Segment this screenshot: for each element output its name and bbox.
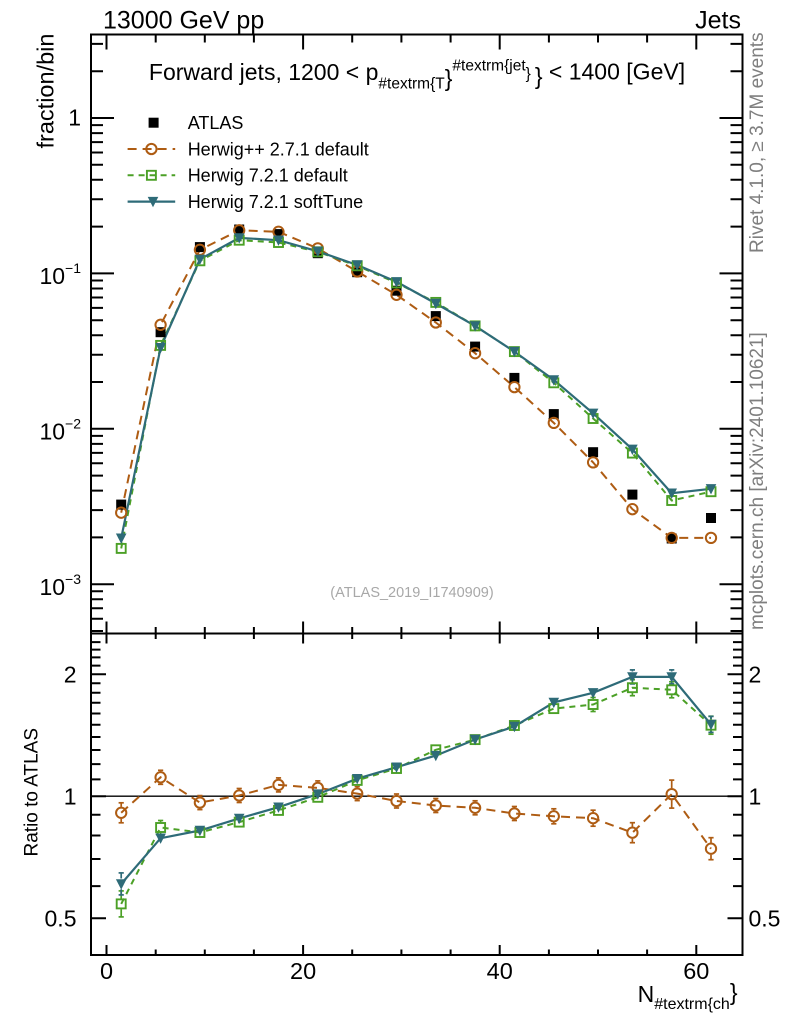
svg-text:Herwig++ 2.7.1 default: Herwig++ 2.7.1 default xyxy=(188,139,369,159)
svg-text:ATLAS: ATLAS xyxy=(188,113,244,133)
svg-text:Ratio to ATLAS: Ratio to ATLAS xyxy=(22,728,43,857)
svg-text:0: 0 xyxy=(100,958,113,984)
svg-text:60: 60 xyxy=(683,958,709,984)
svg-text:20: 20 xyxy=(290,958,316,984)
svg-text:(ATLAS_2019_I1740909): (ATLAS_2019_I1740909) xyxy=(330,585,493,601)
svg-text:Jets: Jets xyxy=(695,6,741,34)
svg-text:fraction/bin: fraction/bin xyxy=(33,34,59,149)
svg-text:mcplots.cern.ch [arXiv:2401.10: mcplots.cern.ch [arXiv:2401.10621] xyxy=(747,332,768,630)
svg-text:13000 GeV pp: 13000 GeV pp xyxy=(103,6,264,34)
svg-text:1: 1 xyxy=(749,783,762,809)
svg-text:2: 2 xyxy=(749,661,762,687)
svg-text:1: 1 xyxy=(68,105,81,131)
svg-text:N#textrm{ch}: N#textrm{ch} xyxy=(638,979,738,1013)
svg-text:40: 40 xyxy=(487,958,513,984)
svg-text:Herwig 7.2.1 default: Herwig 7.2.1 default xyxy=(188,166,348,186)
svg-text:0.5: 0.5 xyxy=(45,905,77,931)
svg-text:Rivet 4.1.0, ≥ 3.7M events: Rivet 4.1.0, ≥ 3.7M events xyxy=(747,32,768,253)
svg-text:Herwig 7.2.1 softTune: Herwig 7.2.1 softTune xyxy=(188,192,363,212)
svg-text:1: 1 xyxy=(64,783,77,809)
svg-text:2: 2 xyxy=(64,661,77,687)
svg-text:0.5: 0.5 xyxy=(749,905,781,931)
